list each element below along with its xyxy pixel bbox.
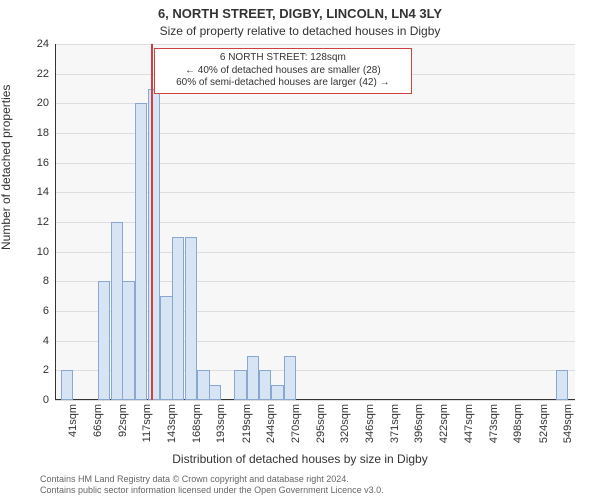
y-tick-label: 8 (43, 275, 49, 287)
y-tick-label: 2 (43, 364, 49, 376)
plot-area: 02468101214161820222441sqm66sqm92sqm117s… (55, 44, 575, 400)
histogram-bar (98, 281, 110, 400)
y-tick-label: 12 (37, 216, 49, 228)
histogram-bar (271, 385, 283, 400)
x-tick-label: 549sqm (562, 404, 574, 443)
histogram-bar (247, 356, 259, 401)
y-tick-label: 14 (37, 186, 49, 198)
y-tick-label: 16 (37, 157, 49, 169)
x-tick-label: 422sqm (438, 404, 450, 443)
x-tick-label: 117sqm (141, 404, 153, 442)
x-tick-label: 447sqm (463, 404, 475, 443)
x-tick-label: 295sqm (315, 404, 327, 443)
y-tick-label: 24 (37, 38, 49, 50)
x-tick-label: 473sqm (488, 404, 500, 443)
x-tick-label: 193sqm (215, 404, 227, 443)
x-tick-label: 92sqm (117, 404, 129, 437)
histogram-bar (172, 237, 184, 400)
x-axis-label: Distribution of detached houses by size … (0, 452, 600, 466)
x-tick-label: 168sqm (191, 404, 203, 443)
histogram-bar (135, 103, 147, 400)
annotation-line-2: ← 40% of detached houses are smaller (28… (161, 65, 405, 78)
footer-line-1: Contains HM Land Registry data © Crown c… (40, 474, 384, 485)
histogram-bar (234, 370, 246, 400)
histogram-bar (111, 222, 123, 400)
x-tick-label: 498sqm (512, 404, 524, 443)
histogram-bar (185, 237, 197, 400)
x-tick-label: 41sqm (67, 404, 79, 437)
x-tick-label: 320sqm (339, 404, 351, 443)
histogram-bar (556, 370, 568, 400)
y-tick-label: 6 (43, 305, 49, 317)
chart-title: 6, NORTH STREET, DIGBY, LINCOLN, LN4 3LY (0, 6, 600, 21)
x-tick-label: 524sqm (538, 404, 550, 443)
histogram-bar (284, 356, 296, 401)
x-tick-label: 371sqm (389, 404, 401, 443)
histogram-bar (122, 281, 134, 400)
bars-layer (55, 44, 575, 400)
histogram-bar (259, 370, 271, 400)
footer-credits: Contains HM Land Registry data © Crown c… (40, 474, 384, 497)
x-tick-label: 66sqm (92, 404, 104, 437)
y-tick-label: 4 (43, 335, 49, 347)
annotation-box: 6 NORTH STREET: 128sqm ← 40% of detached… (154, 48, 412, 94)
histogram-bar (197, 370, 209, 400)
chart-container: { "chart": { "type": "histogram", "title… (0, 0, 600, 500)
y-tick-label: 0 (43, 394, 49, 406)
x-tick-label: 219sqm (241, 404, 253, 443)
histogram-bar (148, 89, 160, 401)
x-tick-label: 270sqm (290, 404, 302, 443)
annotation-line-1: 6 NORTH STREET: 128sqm (161, 52, 405, 65)
x-tick-label: 244sqm (265, 404, 277, 443)
grid-line (55, 400, 575, 401)
histogram-bar (160, 296, 172, 400)
y-axis-label: Number of detached properties (0, 85, 13, 250)
y-tick-label: 10 (37, 246, 49, 258)
x-tick-label: 396sqm (413, 404, 425, 443)
footer-line-2: Contains public sector information licen… (40, 485, 384, 496)
chart-subtitle: Size of property relative to detached ho… (0, 24, 600, 38)
x-tick-label: 143sqm (166, 404, 178, 443)
y-tick-label: 22 (37, 68, 49, 80)
y-tick-label: 18 (37, 127, 49, 139)
annotation-line-3: 60% of semi-detached houses are larger (… (161, 77, 405, 90)
x-tick-label: 346sqm (364, 404, 376, 443)
y-tick-label: 20 (37, 97, 49, 109)
marker-line (151, 44, 153, 400)
histogram-bar (61, 370, 73, 400)
histogram-bar (209, 385, 221, 400)
